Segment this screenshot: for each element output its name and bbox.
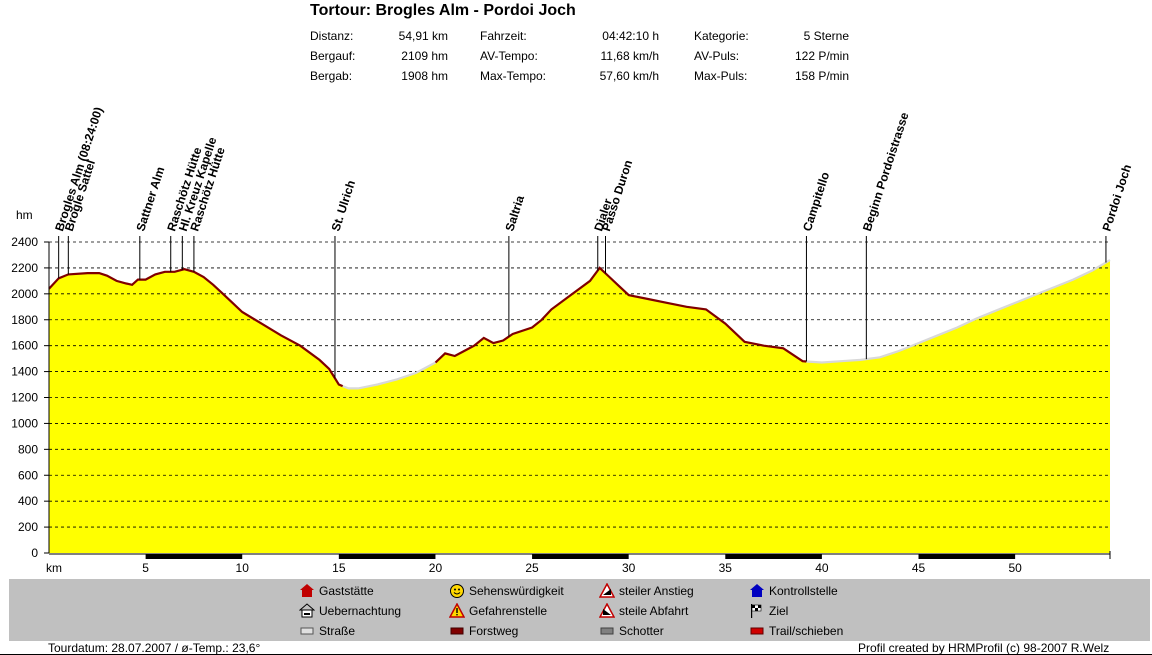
x-tick-label: 10 xyxy=(236,561,250,575)
x-tick-label: 30 xyxy=(622,561,636,575)
x-tick-label: 45 xyxy=(912,561,926,575)
x-tick-label: 40 xyxy=(815,561,829,575)
y-tick-label: 1800 xyxy=(11,313,38,327)
footer-credits: Profil created by HRMProfil (c) 98-2007 … xyxy=(858,641,1110,655)
profile-segment-forstweg xyxy=(48,268,344,388)
waypoint-label: Pordoi Joch xyxy=(1099,163,1134,233)
stat-label-ascent: Bergauf: xyxy=(310,49,356,63)
stat-value-avg-speed: 11,68 km/h xyxy=(600,49,659,63)
y-tick-label: 2200 xyxy=(11,261,38,275)
stat-label-avg-pulse: AV-Puls: xyxy=(694,49,740,63)
steep-descent-icon xyxy=(599,603,615,618)
stat-value-category: 5 Sterne xyxy=(803,29,849,43)
y-tick-label: 2000 xyxy=(11,287,38,301)
y-tick-label: 0 xyxy=(31,546,38,560)
steep-ascent-icon xyxy=(599,583,615,598)
waypoint-label: Passo Duron xyxy=(599,158,635,233)
smiley-icon xyxy=(450,584,464,598)
house-red-icon xyxy=(300,584,314,597)
y-tick-label: 200 xyxy=(18,520,38,534)
warning-triangle-icon xyxy=(449,603,465,618)
x-tick-label: 35 xyxy=(719,561,733,575)
trail-swatch-icon xyxy=(750,627,764,635)
x-tick-label: 50 xyxy=(1008,561,1022,575)
x-tick-label: 5 xyxy=(142,561,149,575)
y-tick-label: 1000 xyxy=(11,416,38,430)
waypoint-label: Saltria xyxy=(502,193,527,233)
forestry-swatch-icon xyxy=(450,627,464,635)
x-tick-label: 25 xyxy=(525,561,539,575)
waypoint-label: Sattner Alm xyxy=(133,165,167,233)
stat-label-max-pulse: Max-Puls: xyxy=(694,69,748,83)
x-tick-label: 15 xyxy=(332,561,346,575)
x-axis-band xyxy=(725,554,822,559)
stat-label-max-speed: Max-Tempo: xyxy=(480,69,547,83)
stat-label-category: Kategorie: xyxy=(694,29,749,43)
profile-segment-straße xyxy=(806,259,1111,364)
footer-tour-info: Tourdatum: 28.07.2007 / ø-Temp.: 23,6° xyxy=(48,641,261,655)
checkpoint-house-icon xyxy=(750,584,764,597)
road-swatch-icon xyxy=(300,627,314,635)
waypoint-label: Campitello xyxy=(800,170,832,233)
stat-label-descent: Bergab: xyxy=(310,69,353,83)
y-tick-label: 1600 xyxy=(11,339,38,353)
stat-label-avg-speed: AV-Tempo: xyxy=(480,49,538,63)
waypoint-label: Beginn Pordoistrasse xyxy=(860,110,912,233)
stat-value-distance: 54,91 km xyxy=(398,29,448,43)
bed-house-icon xyxy=(299,603,315,618)
chart-title: Tortour: Brogles Alm - Pordoi Joch xyxy=(310,2,576,19)
x-tick-label: 20 xyxy=(429,561,443,575)
profile-segment-straße xyxy=(342,361,437,390)
waypoint-label: St. Ulrich xyxy=(329,178,359,232)
finish-flag-icon xyxy=(751,604,762,618)
stat-label-distance: Distanz: xyxy=(310,29,354,43)
stat-value-max-speed: 57,60 km/h xyxy=(599,69,659,83)
x-axis-band xyxy=(338,554,436,559)
y-axis-label: hm xyxy=(16,208,33,222)
profile-segment-forstweg xyxy=(434,266,807,364)
y-tick-label: 2400 xyxy=(11,235,38,249)
stat-value-avg-pulse: 122 P/min xyxy=(794,49,849,63)
x-axis-label: km xyxy=(46,561,62,575)
stat-value-ridetime: 04:42:10 h xyxy=(602,29,659,43)
x-axis-band xyxy=(918,554,1016,559)
y-tick-label: 1400 xyxy=(11,365,38,379)
stat-value-descent: 1908 hm xyxy=(401,69,448,83)
legend-panel: Gaststätte Uebernachtung Straße Sehenswü… xyxy=(9,579,1150,641)
x-axis-band xyxy=(145,554,243,559)
stat-label-ridetime: Fahrzeit: xyxy=(480,29,527,43)
y-tick-label: 800 xyxy=(18,442,38,456)
stat-value-ascent: 2109 hm xyxy=(401,49,448,63)
elevation-area xyxy=(49,260,1110,553)
y-tick-label: 1200 xyxy=(11,391,38,405)
gravel-swatch-icon xyxy=(600,627,614,635)
y-tick-label: 400 xyxy=(18,494,38,508)
x-axis-band xyxy=(532,554,629,559)
y-tick-label: 600 xyxy=(18,468,38,482)
elevation-profile-chart: 0 200 400 600 800 1000 1200 1400 1600 1800 2000 220… xyxy=(11,105,1134,575)
stat-value-max-pulse: 158 P/min xyxy=(794,69,849,83)
